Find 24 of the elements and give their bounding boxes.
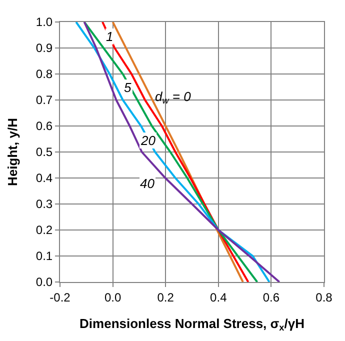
x-tick-label: 0.8 bbox=[316, 290, 333, 304]
y-tick-label: 0.5 bbox=[36, 145, 53, 160]
annotation: 40 bbox=[140, 176, 156, 191]
y-axis-title: Height, y/H bbox=[4, 118, 20, 186]
y-tick-label: 0.9 bbox=[36, 41, 53, 56]
y-tick-label: 0.2 bbox=[36, 223, 53, 238]
y-tick-label: 0.0 bbox=[36, 275, 53, 290]
annotation: 5 bbox=[124, 80, 132, 95]
x-tick-label: 0.4 bbox=[210, 290, 228, 304]
annotation: 20 bbox=[140, 133, 156, 148]
y-tick-label: 0.4 bbox=[36, 171, 53, 186]
y-tick-label: 1.0 bbox=[36, 15, 53, 30]
y-tick-label: 0.7 bbox=[36, 93, 53, 108]
y-tick-label: 0.1 bbox=[36, 249, 53, 264]
x-tick-label: 0.2 bbox=[157, 290, 174, 304]
x-tick-label: 0.6 bbox=[262, 290, 280, 304]
x-tick-label: 0.0 bbox=[104, 290, 122, 304]
y-tick-label: 0.3 bbox=[36, 197, 53, 212]
y-tick-label: 0.8 bbox=[36, 67, 53, 82]
y-tick-label: 0.6 bbox=[36, 119, 53, 134]
annotation: d$_{w}$ = 0 bbox=[155, 89, 192, 106]
x-axis-title: Dimensionless Normal Stress, σ$_{x}$/γH bbox=[80, 316, 304, 333]
x-tick-label: -0.2 bbox=[50, 290, 71, 304]
annotation: 1 bbox=[106, 29, 114, 44]
